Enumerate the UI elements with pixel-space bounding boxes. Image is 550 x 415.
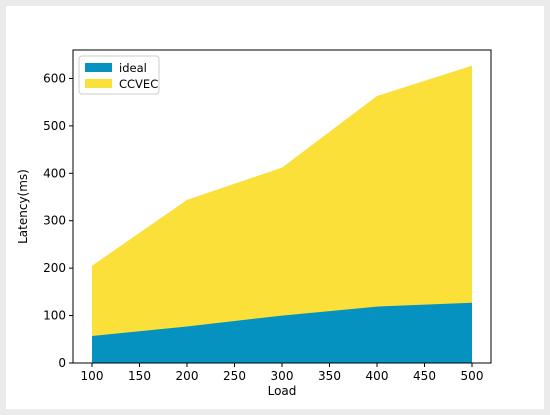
y-tick-label: 300 <box>43 214 66 228</box>
x-tick-label: 300 <box>271 369 294 383</box>
area-series-group <box>92 65 472 364</box>
x-tick-label: 100 <box>81 369 104 383</box>
legend: ideal CCVEC <box>78 55 160 95</box>
legend-swatch-ccvec <box>85 79 112 88</box>
x-axis-label: Load <box>268 384 297 398</box>
x-tick-label: 350 <box>318 369 341 383</box>
x-tick-label: 200 <box>176 369 199 383</box>
y-tick-label: 0 <box>58 356 66 370</box>
x-tick-label: 450 <box>413 369 436 383</box>
y-tick-label: 100 <box>43 309 66 323</box>
x-axis-ticks: 100 150 200 250 300 350 400 450 500 <box>81 363 484 383</box>
legend-label-ideal: ideal <box>119 61 147 75</box>
legend-swatch-ideal <box>85 63 112 72</box>
y-axis-ticks: 0 100 200 300 400 500 600 <box>43 71 73 370</box>
x-tick-label: 150 <box>128 369 151 383</box>
x-tick-label: 500 <box>461 369 484 383</box>
y-tick-label: 200 <box>43 261 66 275</box>
y-tick-label: 400 <box>43 166 66 180</box>
area-ccvec <box>92 65 472 364</box>
y-tick-label: 500 <box>43 119 66 133</box>
area-chart: 100 150 200 250 300 350 400 450 500 0 100 200 300 40… <box>16 49 492 398</box>
area-ideal <box>92 302 472 363</box>
x-tick-label: 400 <box>366 369 389 383</box>
y-tick-label: 600 <box>43 71 66 85</box>
legend-label-ccvec: CCVEC <box>119 77 158 91</box>
y-axis-label: Latency(ms) <box>16 169 30 244</box>
x-tick-label: 250 <box>223 369 246 383</box>
figure-canvas: 100 150 200 250 300 350 400 450 500 0 100 200 300 40… <box>6 6 544 409</box>
